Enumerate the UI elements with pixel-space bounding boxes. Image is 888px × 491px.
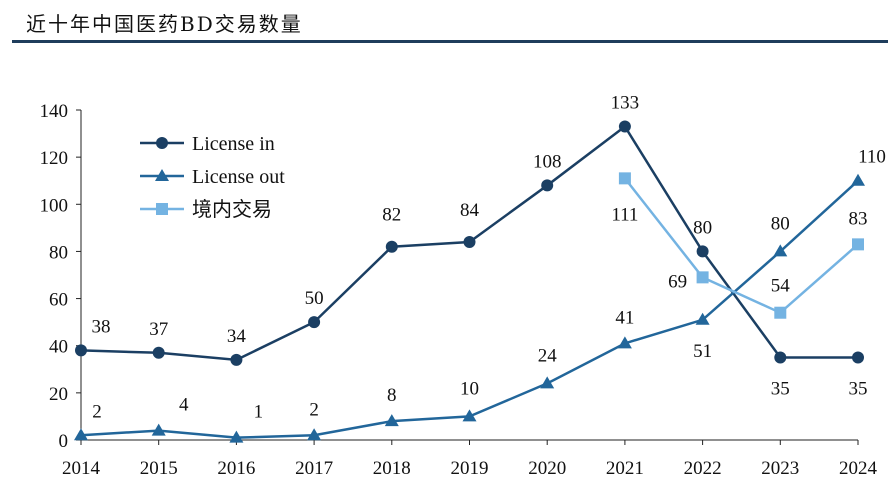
x-tick-label: 2014	[62, 458, 101, 479]
data-label: 110	[858, 147, 886, 168]
x-tick-label: 2021	[606, 458, 644, 479]
data-label: 80	[693, 217, 712, 238]
data-label: 41	[615, 307, 634, 328]
data-point	[617, 336, 632, 349]
data-label: 2	[309, 399, 319, 420]
data-point	[540, 376, 555, 389]
data-point	[696, 271, 709, 284]
data-point	[618, 172, 631, 185]
data-label: 111	[611, 204, 638, 225]
data-label: 84	[460, 200, 480, 221]
data-label: 108	[533, 151, 562, 172]
x-tick-label: 2020	[528, 458, 566, 479]
legend-label: License in	[192, 133, 275, 155]
data-label: 24	[538, 345, 558, 366]
x-tick-label: 2017	[295, 458, 333, 479]
legend-marker	[155, 169, 169, 181]
data-label: 38	[92, 316, 111, 337]
x-tick-label: 2022	[684, 458, 722, 479]
data-label: 37	[149, 319, 168, 340]
x-tick-label: 2016	[217, 458, 255, 479]
data-label: 82	[382, 205, 401, 226]
data-point	[774, 351, 787, 364]
data-point	[230, 353, 243, 366]
data-point	[541, 179, 554, 192]
legend-marker	[156, 137, 168, 149]
data-point	[75, 344, 87, 357]
data-point	[229, 430, 244, 443]
data-label: 133	[611, 93, 640, 114]
data-label: 50	[305, 288, 324, 309]
data-point	[618, 120, 631, 133]
data-label: 51	[693, 341, 712, 362]
data-point	[773, 244, 788, 257]
x-tick-label: 2023	[761, 458, 799, 479]
y-tick-label: 20	[49, 384, 68, 405]
data-point	[696, 245, 709, 258]
legend-label: 境内交易	[192, 198, 272, 221]
x-tick-label: 2015	[140, 458, 178, 479]
data-label: 34	[227, 326, 247, 347]
data-point	[852, 351, 864, 364]
y-tick-label: 60	[49, 290, 68, 311]
y-tick-label: 80	[49, 242, 68, 263]
data-label: 54	[771, 276, 791, 297]
y-tick-label: 140	[40, 101, 69, 122]
data-label: 35	[771, 379, 790, 400]
x-tick-label: 2024	[839, 458, 878, 479]
data-label: 69	[668, 271, 687, 292]
y-tick-label: 40	[49, 337, 68, 358]
legend-marker	[156, 203, 168, 215]
data-label: 83	[849, 208, 868, 229]
data-point	[152, 346, 165, 359]
data-point	[462, 409, 477, 422]
data-point	[851, 173, 865, 186]
data-label: 4	[179, 395, 189, 416]
x-tick-label: 2018	[373, 458, 411, 479]
data-point	[307, 428, 322, 441]
data-label: 35	[849, 379, 868, 400]
data-point	[151, 423, 166, 436]
y-tick-label: 0	[59, 431, 69, 452]
data-point	[385, 240, 398, 253]
series-line-2	[623, 177, 859, 315]
data-point	[463, 236, 476, 248]
y-tick-label: 100	[40, 195, 69, 216]
chart-title: 近十年中国医药BD交易数量	[26, 12, 303, 36]
x-tick-label: 2019	[451, 458, 489, 479]
legend-label: License out	[192, 166, 285, 188]
data-label: 8	[387, 385, 397, 406]
data-point	[695, 312, 710, 325]
data-label: 80	[771, 213, 790, 234]
data-point	[384, 414, 399, 427]
data-label: 10	[460, 378, 479, 399]
title-divider	[12, 40, 888, 43]
data-label: 1	[254, 402, 264, 423]
data-point	[74, 428, 88, 441]
data-label: 2	[92, 401, 102, 422]
data-point	[852, 238, 864, 251]
y-tick-label: 120	[40, 148, 69, 169]
data-point	[308, 316, 321, 329]
data-point	[774, 306, 787, 319]
